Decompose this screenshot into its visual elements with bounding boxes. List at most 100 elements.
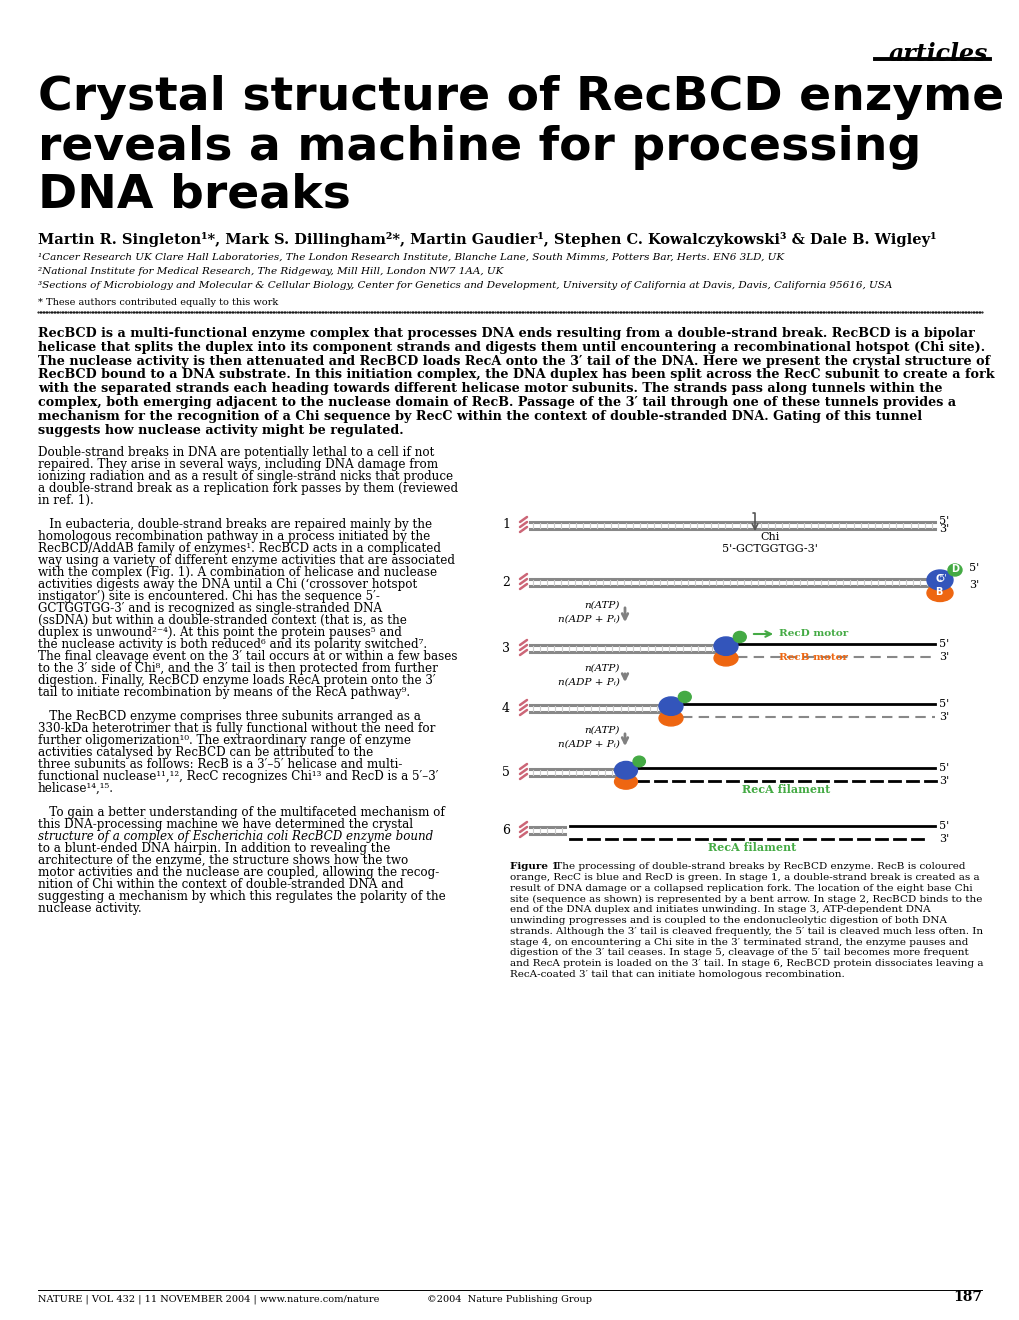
Text: In eubacteria, double-strand breaks are repaired mainly by the: In eubacteria, double-strand breaks are … [38, 517, 432, 531]
Text: RecBCD bound to a DNA substrate. In this initiation complex, the DNA duplex has : RecBCD bound to a DNA substrate. In this… [38, 368, 994, 381]
Text: 5': 5' [938, 763, 949, 774]
Text: 5': 5' [938, 639, 949, 649]
Text: result of DNA damage or a collapsed replication fork. The location of the eight : result of DNA damage or a collapsed repl… [510, 883, 972, 892]
Text: suggests how nuclease activity might be regulated.: suggests how nuclease activity might be … [38, 424, 404, 437]
Text: RecA filament: RecA filament [707, 842, 796, 853]
Text: helicase that splits the duplex into its component strands and digests them unti: helicase that splits the duplex into its… [38, 341, 984, 354]
Text: ionizing radiation and as a result of single-strand nicks that produce: ionizing radiation and as a result of si… [38, 470, 452, 483]
Text: The final cleavage event on the 3′ tail occurs at or within a few bases: The final cleavage event on the 3′ tail … [38, 649, 458, 663]
Text: further oligomerization¹⁰. The extraordinary range of enzyme: further oligomerization¹⁰. The extraordi… [38, 734, 411, 747]
Text: with the separated strands each heading towards different helicase motor subunit: with the separated strands each heading … [38, 383, 942, 395]
Text: articles: articles [888, 42, 987, 66]
Text: and RecA protein is loaded on the 3′ tail. In stage 6, RecBCD protein dissociate: and RecA protein is loaded on the 3′ tai… [510, 960, 982, 968]
Text: to a blunt-ended DNA hairpin. In addition to revealing the: to a blunt-ended DNA hairpin. In additio… [38, 842, 390, 855]
Text: reveals a machine for processing: reveals a machine for processing [38, 125, 920, 170]
Text: 3': 3' [938, 776, 949, 785]
Text: 3': 3' [938, 524, 949, 533]
Ellipse shape [633, 756, 645, 767]
Text: Chi: Chi [759, 532, 779, 543]
Text: in ref. 1).: in ref. 1). [38, 494, 94, 507]
Text: tail to initiate recombination by means of the RecA pathway⁹.: tail to initiate recombination by means … [38, 686, 410, 700]
Text: 3': 3' [938, 652, 949, 663]
Text: suggesting a mechanism by which this regulates the polarity of the: suggesting a mechanism by which this reg… [38, 890, 445, 903]
Ellipse shape [678, 692, 691, 702]
Text: n(ATP): n(ATP) [584, 664, 620, 673]
Text: activities digests away the DNA until a Chi (‘crossover hotspot: activities digests away the DNA until a … [38, 578, 417, 591]
Text: with the complex (Fig. 1). A combination of helicase and nuclease: with the complex (Fig. 1). A combination… [38, 566, 437, 579]
Ellipse shape [614, 762, 637, 779]
Text: 6: 6 [501, 824, 510, 837]
Text: D: D [950, 564, 958, 574]
Ellipse shape [713, 651, 737, 667]
Text: 187: 187 [952, 1290, 981, 1304]
Text: 5'-GCTGGTGG-3': 5'-GCTGGTGG-3' [721, 544, 817, 554]
Ellipse shape [713, 638, 737, 655]
Text: 3': 3' [968, 581, 978, 590]
Text: RecBCD is a multi-functional enzyme complex that processes DNA ends resulting fr: RecBCD is a multi-functional enzyme comp… [38, 327, 974, 341]
Text: end of the DNA duplex and initiates unwinding. In stage 3, ATP-dependent DNA: end of the DNA duplex and initiates unwi… [510, 906, 929, 915]
Text: complex, both emerging adjacent to the nuclease domain of RecB. Passage of the 3: complex, both emerging adjacent to the n… [38, 396, 955, 409]
Ellipse shape [926, 570, 952, 590]
Text: nition of Chi within the context of double-stranded DNA and: nition of Chi within the context of doub… [38, 878, 404, 891]
Text: The nuclease activity is then attenuated and RecBCD loads RecA onto the 3′ tail : The nuclease activity is then attenuated… [38, 355, 989, 367]
Text: ¹Cancer Research UK Clare Hall Laboratories, The London Research Institute, Blan: ¹Cancer Research UK Clare Hall Laborator… [38, 253, 784, 261]
Text: 2: 2 [501, 576, 510, 589]
Text: * These authors contributed equally to this work: * These authors contributed equally to t… [38, 298, 278, 308]
Text: n(ATP): n(ATP) [584, 601, 620, 610]
Text: RecA filament: RecA filament [741, 784, 829, 795]
Text: repaired. They arise in several ways, including DNA damage from: repaired. They arise in several ways, in… [38, 458, 438, 471]
Text: mechanism for the recognition of a Chi sequence by RecC within the context of do: mechanism for the recognition of a Chi s… [38, 409, 921, 422]
Text: GCTGGTGG-3′ and is recognized as single-stranded DNA: GCTGGTGG-3′ and is recognized as single-… [38, 602, 382, 615]
Text: DNA breaks: DNA breaks [38, 172, 351, 216]
Text: RecD motor: RecD motor [779, 630, 848, 639]
Text: a double-strand break as a replication fork passes by them (reviewed: a double-strand break as a replication f… [38, 482, 458, 495]
Text: 3: 3 [501, 642, 510, 655]
Text: unwinding progresses and is coupled to the endonucleolytic digestion of both DNA: unwinding progresses and is coupled to t… [510, 916, 946, 925]
Text: ©2004  Nature Publishing Group: ©2004 Nature Publishing Group [427, 1295, 592, 1304]
Text: homologous recombination pathway in a process initiated by the: homologous recombination pathway in a pr… [38, 531, 430, 543]
Text: The processing of double-strand breaks by RecBCD enzyme. RecB is coloured: The processing of double-strand breaks b… [551, 862, 965, 871]
Text: the nuclease activity is both reduced⁶ and its polarity switched⁷.: the nuclease activity is both reduced⁶ a… [38, 638, 427, 651]
Text: three subunits as follows: RecB is a 3′–5′ helicase and multi-: three subunits as follows: RecB is a 3′–… [38, 758, 401, 771]
Text: instigator’) site is encountered. Chi has the sequence 5′-: instigator’) site is encountered. Chi ha… [38, 590, 379, 603]
Ellipse shape [926, 585, 952, 602]
Ellipse shape [733, 631, 746, 643]
Text: Figure 1: Figure 1 [510, 862, 558, 871]
Text: NATURE | VOL 432 | 11 NOVEMBER 2004 | www.nature.com/nature: NATURE | VOL 432 | 11 NOVEMBER 2004 | ww… [38, 1295, 379, 1304]
Text: The RecBCD enzyme comprises three subunits arranged as a: The RecBCD enzyme comprises three subuni… [38, 710, 421, 723]
Text: 330-kDa heterotrimer that is fully functional without the need for: 330-kDa heterotrimer that is fully funct… [38, 722, 435, 735]
Text: digestion. Finally, RecBCD enzyme loads RecA protein onto the 3′: digestion. Finally, RecBCD enzyme loads … [38, 675, 435, 686]
Ellipse shape [947, 564, 961, 576]
Text: this DNA-processing machine we have determined the crystal: this DNA-processing machine we have dete… [38, 818, 413, 832]
Text: stage 4, on encountering a Chi site in the 3′ terminated strand, the enzyme paus: stage 4, on encountering a Chi site in t… [510, 937, 967, 946]
Ellipse shape [658, 697, 683, 715]
Text: 1: 1 [501, 519, 510, 532]
Text: n(ADP + Pᵢ): n(ADP + Pᵢ) [557, 678, 620, 686]
Text: way using a variety of different enzyme activities that are associated: way using a variety of different enzyme … [38, 554, 454, 568]
Text: digestion of the 3′ tail ceases. In stage 5, cleavage of the 5′ tail becomes mor: digestion of the 3′ tail ceases. In stag… [510, 948, 968, 957]
Text: nuclease activity.: nuclease activity. [38, 902, 142, 915]
Text: structure of a complex of Escherichia coli RecBCD enzyme bound: structure of a complex of Escherichia co… [38, 830, 433, 843]
Text: n(ADP + Pᵢ): n(ADP + Pᵢ) [557, 741, 620, 748]
Text: 5': 5' [937, 574, 946, 583]
Text: n(ATP): n(ATP) [584, 726, 620, 735]
Text: to the 3′ side of Chi⁸, and the 3′ tail is then protected from further: to the 3′ side of Chi⁸, and the 3′ tail … [38, 663, 437, 675]
Text: Double-strand breaks in DNA are potentially lethal to a cell if not: Double-strand breaks in DNA are potentia… [38, 446, 434, 459]
Text: 5': 5' [938, 516, 949, 527]
Text: helicase¹⁴,¹⁵.: helicase¹⁴,¹⁵. [38, 781, 114, 795]
Text: ³Sections of Microbiology and Molecular & Cellular Biology, Center for Genetics : ³Sections of Microbiology and Molecular … [38, 281, 892, 290]
Text: 5': 5' [968, 564, 978, 573]
Text: architecture of the enzyme, the structure shows how the two: architecture of the enzyme, the structur… [38, 854, 408, 867]
Ellipse shape [614, 775, 637, 789]
Text: B: B [934, 587, 942, 597]
Text: RecBCD/AddAB family of enzymes¹. RecBCD acts in a complicated: RecBCD/AddAB family of enzymes¹. RecBCD … [38, 543, 440, 554]
Text: orange, RecC is blue and RecD is green. In stage 1, a double-strand break is cre: orange, RecC is blue and RecD is green. … [510, 873, 978, 882]
Text: To gain a better understanding of the multifaceted mechanism of: To gain a better understanding of the mu… [38, 807, 444, 818]
Text: RecA-coated 3′ tail that can initiate homologous recombination.: RecA-coated 3′ tail that can initiate ho… [510, 970, 844, 979]
Text: ²National Institute for Medical Research, The Ridgeway, Mill Hill, London NW7 1A: ²National Institute for Medical Research… [38, 267, 503, 276]
Text: 5: 5 [501, 766, 510, 779]
Text: functional nuclease¹¹,¹², RecC recognizes Chi¹³ and RecD is a 5′–3′: functional nuclease¹¹,¹², RecC recognize… [38, 770, 438, 783]
Text: (ssDNA) but within a double-stranded context (that is, as the: (ssDNA) but within a double-stranded con… [38, 614, 407, 627]
Text: 4: 4 [501, 701, 510, 714]
Text: site (sequence as shown) is represented by a bent arrow. In stage 2, RecBCD bind: site (sequence as shown) is represented … [510, 895, 981, 903]
